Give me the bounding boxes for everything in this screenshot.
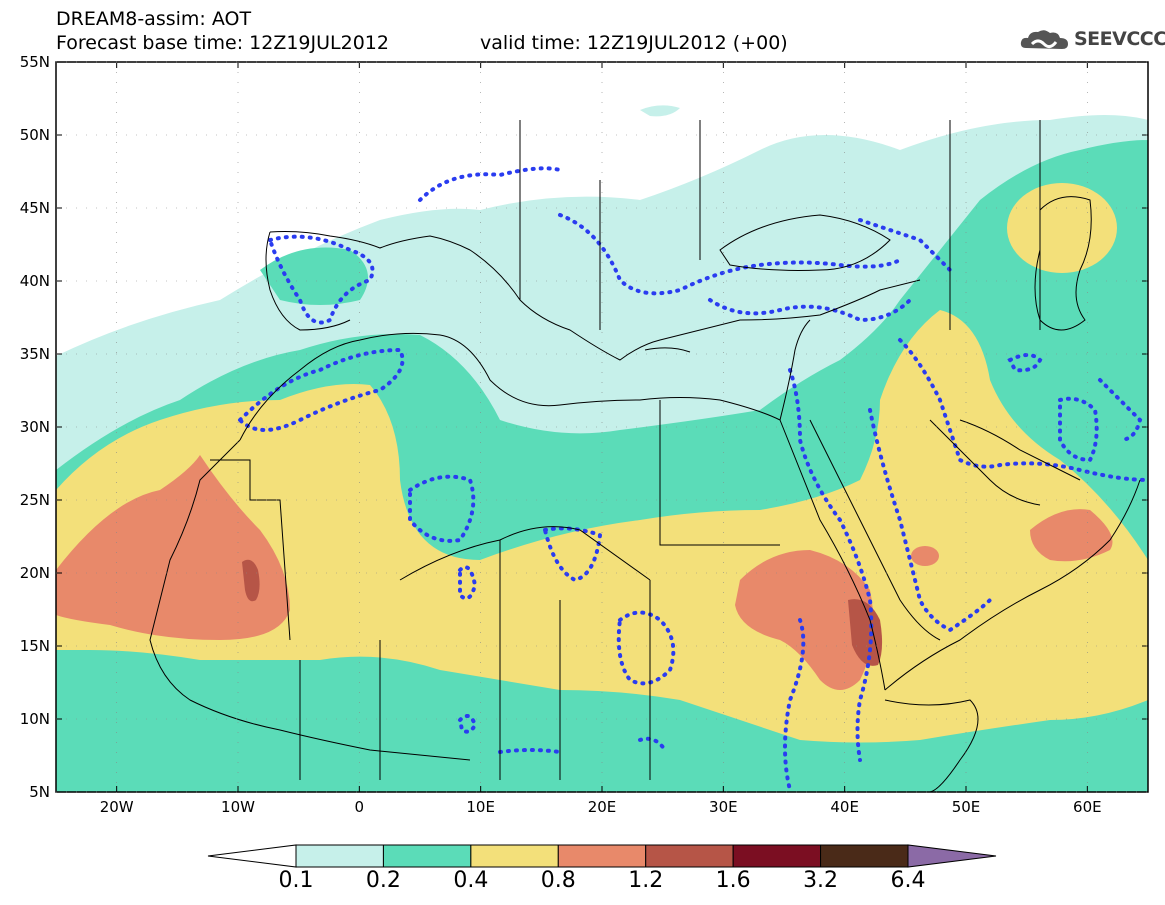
colorbar-level-label: 0.4 [453, 868, 489, 893]
lat-tick-label: 10N [20, 710, 50, 728]
lat-tick-label: 25N [20, 491, 50, 509]
colorbar-segment [732, 844, 822, 868]
lat-tick-label: 20N [20, 564, 50, 582]
colorbar-level-label: 0.1 [278, 868, 314, 893]
logo-text: SEEVCCC [1074, 28, 1165, 50]
lon-tick-label: 10W [221, 798, 255, 816]
lat-tick-label: 55N [20, 53, 50, 71]
colorbar-segment [382, 844, 472, 868]
aot-field [56, 62, 1148, 792]
colorbar-segment [295, 844, 384, 868]
lat-tick-label: 45N [20, 199, 50, 217]
lat-tick-label: 15N [20, 637, 50, 655]
forecast-base-time: Forecast base time: 12Z19JUL2012 [56, 32, 389, 54]
colorbar-segment [470, 844, 559, 868]
seevccc-logo: SEEVCCC [1018, 26, 1165, 54]
valid-time: valid time: 12Z19JUL2012 (+00) [480, 32, 788, 54]
colorbar-level-label: 1.2 [628, 868, 664, 893]
lat-tick-label: 30N [20, 418, 50, 436]
lat-tick-label: 5N [29, 783, 50, 801]
map-title: DREAM8-assim: AOT [56, 8, 252, 30]
lon-tick-label: 50E [952, 798, 981, 816]
aot-band-1.2 [242, 559, 260, 602]
lon-tick-label: 30E [709, 798, 738, 816]
dust-contours [238, 166, 1148, 792]
colorbar-segment [820, 844, 909, 868]
cloud-icon [1020, 30, 1068, 49]
coastlines [149, 120, 1141, 792]
colorbar-segment [557, 844, 647, 868]
lon-tick-label: 40E [830, 798, 859, 816]
lat-tick-label: 40N [20, 272, 50, 290]
longitude-axis: 20W 10W 0 10E 20E 30E 40E 50E 60E [100, 62, 1102, 816]
colorbar-level-label: 0.8 [540, 868, 576, 893]
colorbar-level-label: 1.6 [715, 868, 751, 893]
aot-band-0.8 [56, 455, 290, 640]
lat-tick-label: 35N [20, 345, 50, 363]
lon-tick-label: 60E [1073, 798, 1102, 816]
colorbar-under-arrow [207, 844, 297, 868]
lon-tick-label: 20W [100, 798, 134, 816]
colorbar-segment [645, 844, 734, 868]
colorbar [207, 844, 997, 868]
lon-tick-label: 10E [466, 798, 495, 816]
colorbar-level-label: 6.4 [890, 868, 926, 893]
lon-tick-label: 20E [588, 798, 617, 816]
lon-tick-label: 0 [355, 798, 365, 816]
colorbar-level-label: 0.2 [365, 868, 401, 893]
colorbar-over-arrow [907, 844, 997, 868]
lat-tick-label: 50N [20, 126, 50, 144]
colorbar-level-label: 3.2 [803, 868, 839, 893]
